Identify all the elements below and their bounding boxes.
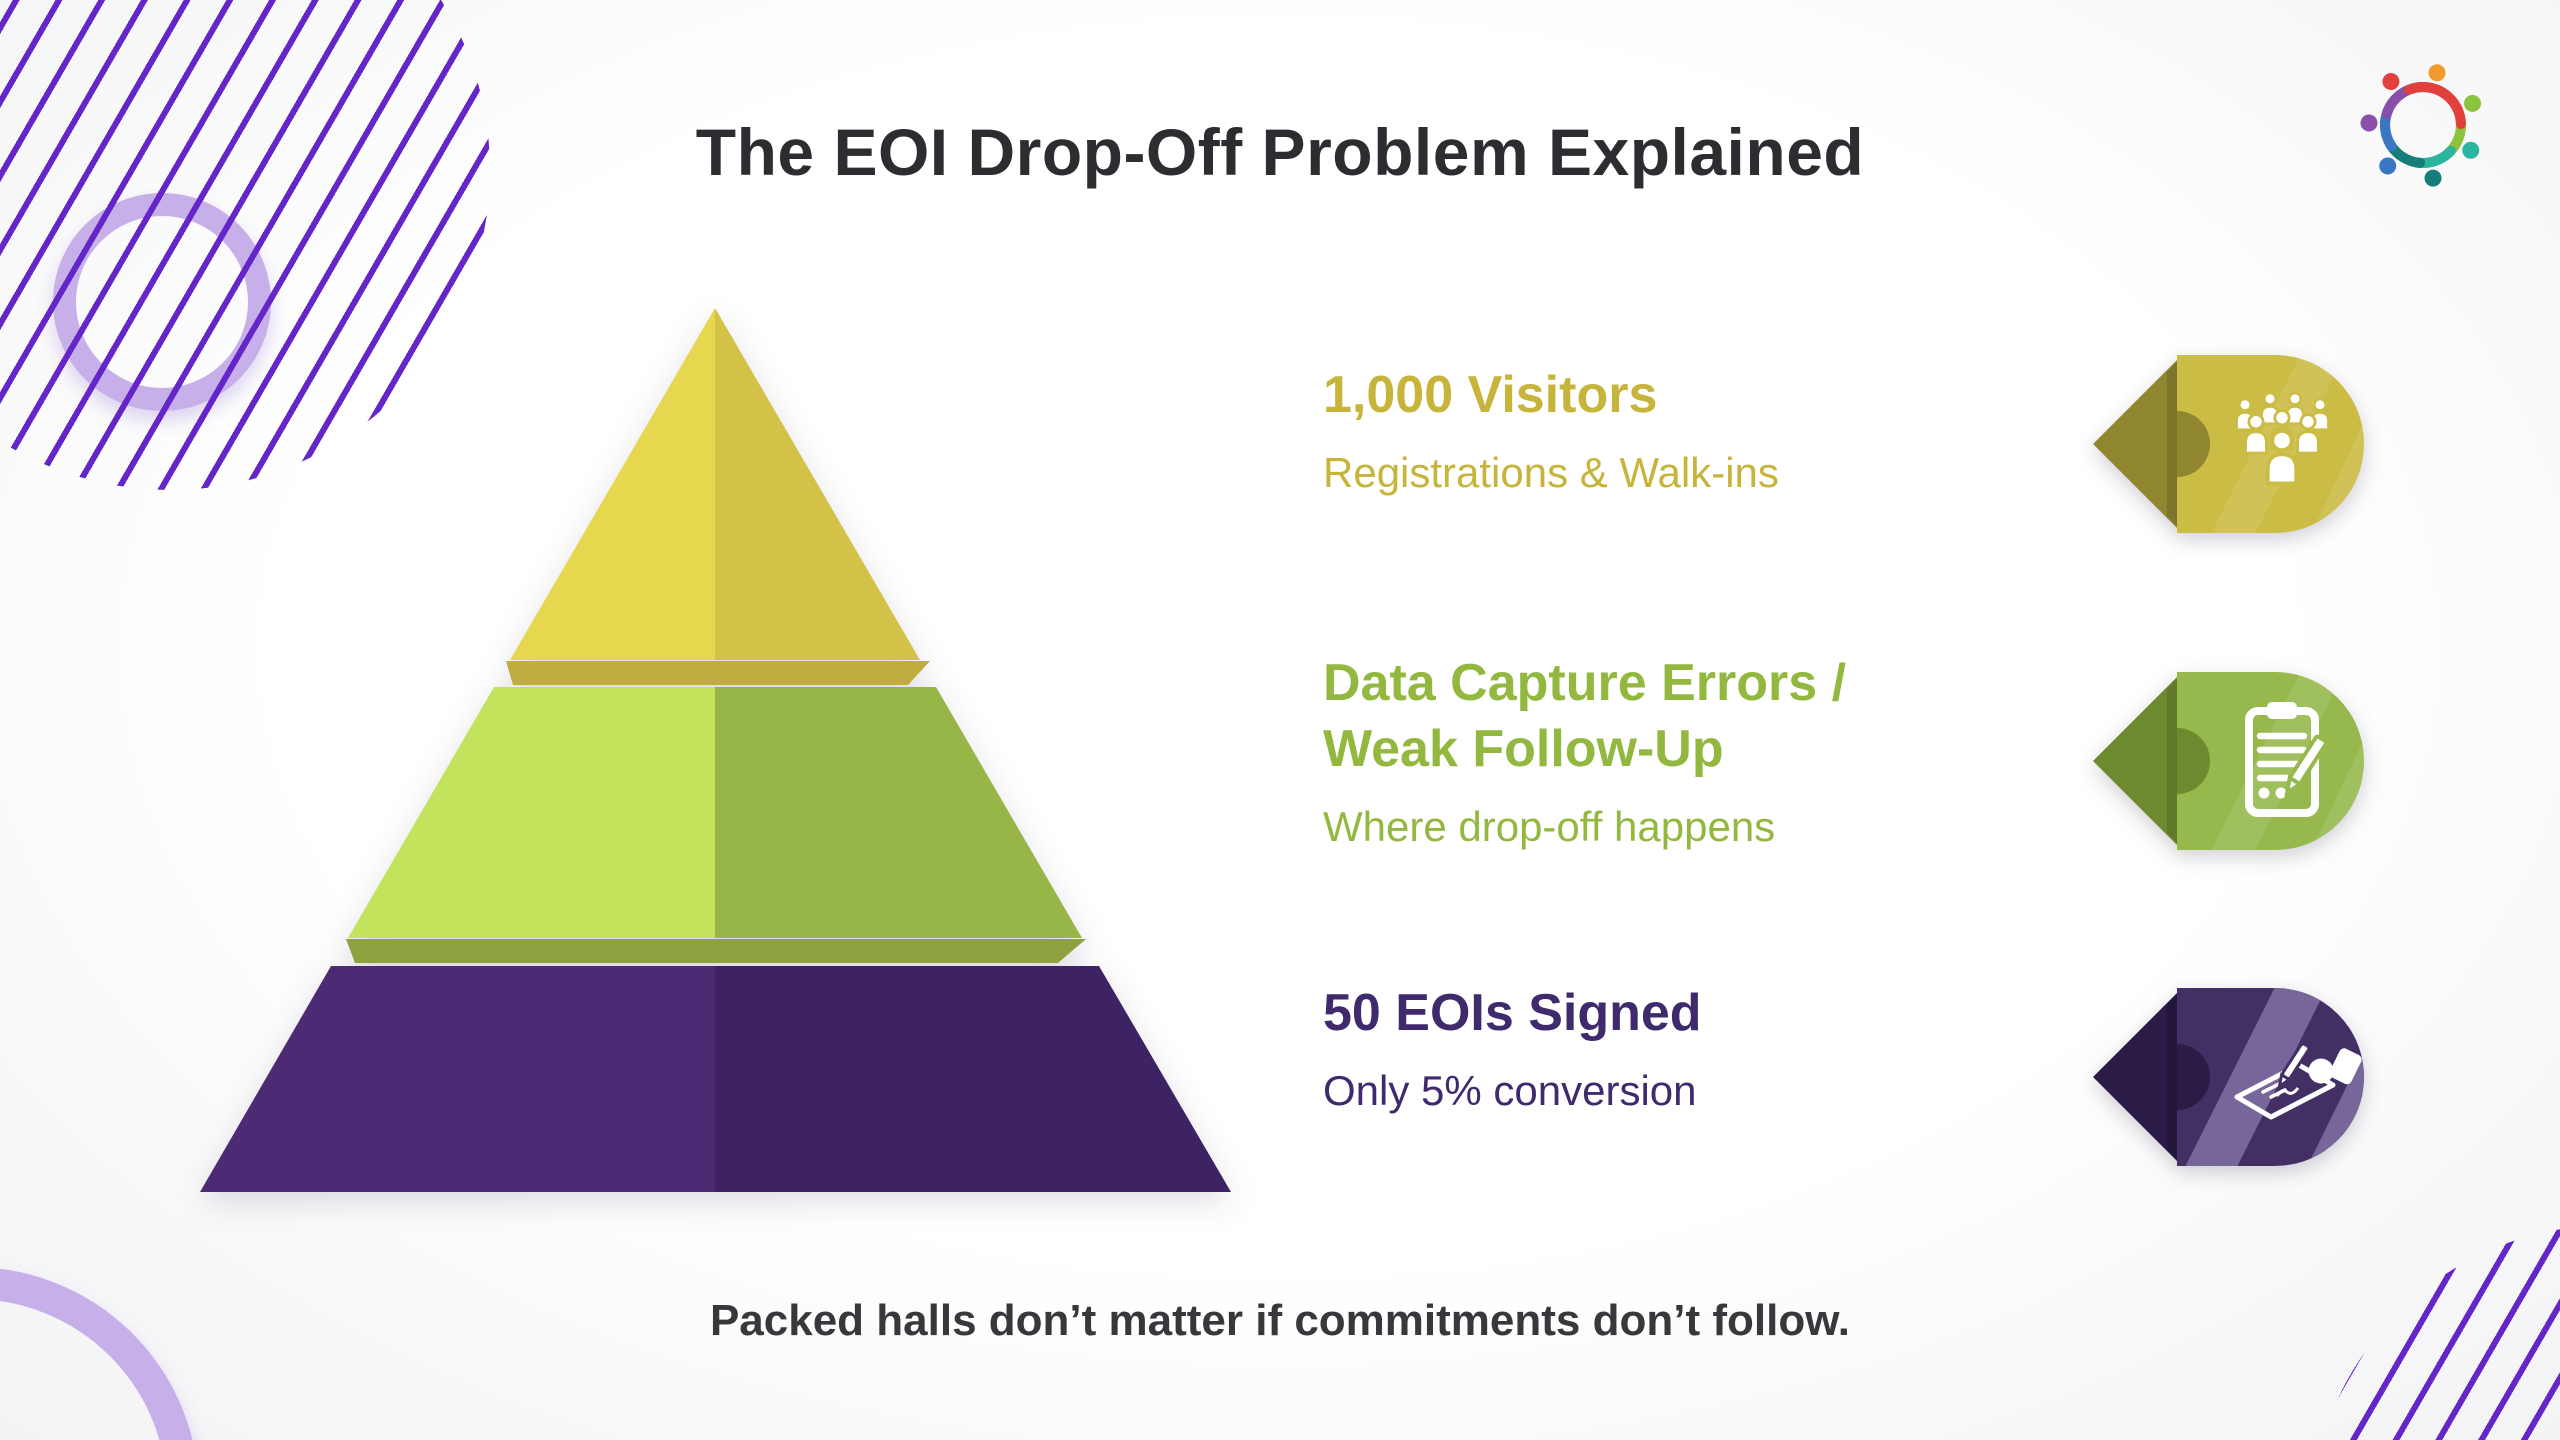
pyramid-l3-right-face: [715, 966, 1231, 1192]
pencil-icon: [2284, 734, 2329, 797]
pyramid-l1-right-face: [715, 308, 920, 660]
level-1-headline: 1,000 Visitors: [1323, 366, 1658, 424]
funnel-pyramid: [200, 308, 1231, 1192]
pyramid-l2-underside: [346, 939, 1086, 963]
level-3-badge: [2093, 988, 2364, 1166]
lavender-arc-decoration-bottomleft: [0, 1267, 199, 1440]
pyramid-l2-right-face: [715, 687, 1082, 938]
page-title: The EOI Drop-Off Problem Explained: [695, 115, 1865, 189]
badge-edge-shadow: [2167, 995, 2177, 1159]
level-2-badge: [2093, 672, 2364, 850]
signing-hand: [2277, 1042, 2362, 1090]
clipboard-icon: [2245, 702, 2329, 817]
badge-edge-shadow: [2167, 362, 2177, 526]
pyramid-level-3-eois: [200, 966, 1231, 1192]
signature-icon: [2234, 1042, 2362, 1120]
level-3-text: 50 EOIs Signed Only 5% conversion: [1323, 980, 2023, 1116]
level-2-subline: Where drop-off happens: [1323, 803, 1776, 850]
level-1-subline: Registrations & Walk-ins: [1323, 449, 1779, 496]
logo-figure: [2382, 73, 2466, 130]
pyramid-level-2-dropoff: [346, 687, 1086, 963]
pyramid-l2-left-face: [348, 687, 715, 938]
pyramid-level-1-visitors: [506, 308, 930, 685]
pyramid-l1-left-face: [510, 308, 715, 660]
level-1-text: 1,000 Visitors Registrations & Walk-ins: [1323, 362, 2023, 498]
bottom-tagline: Packed halls don’t matter if commitments…: [709, 1296, 1851, 1345]
level-2-headline: Data Capture Errors / Weak Follow-Up: [1323, 654, 1847, 778]
level-3-headline: 50 EOIs Signed: [1323, 984, 1702, 1042]
pyramid-l1-underside: [506, 661, 930, 685]
badge-edge-shadow: [2167, 679, 2177, 843]
level-3-subline: Only 5% conversion: [1323, 1067, 1697, 1114]
pyramid-l3-left-face: [200, 966, 715, 1192]
level-2-text: Data Capture Errors / Weak Follow-Up Whe…: [1323, 650, 1983, 852]
community-people-logo: [2360, 64, 2482, 187]
level-1-badge: [2093, 355, 2364, 533]
